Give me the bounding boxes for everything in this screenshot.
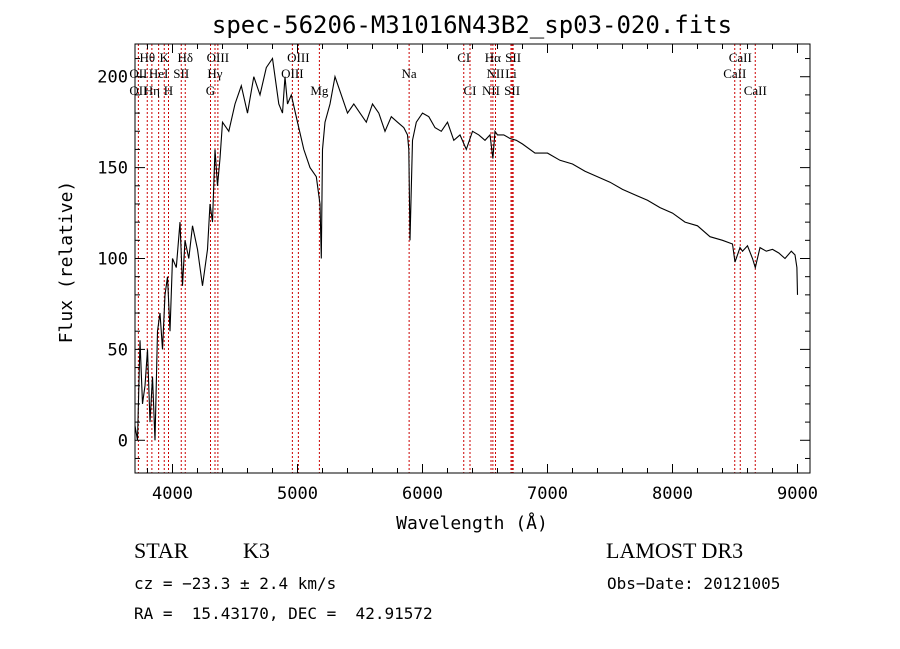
line-marker-label: Hα	[485, 50, 501, 65]
coordinates: RA = 15.43170, DEC = 42.91572	[134, 604, 433, 623]
line-marker-label: CaII	[744, 83, 767, 98]
x-tick-label: 9000	[777, 484, 818, 504]
y-tick-label: 100	[97, 250, 128, 270]
object-subclass: K3	[243, 538, 270, 563]
line-marker-label: OII	[129, 66, 147, 81]
line-marker-label: Li	[505, 66, 517, 81]
line-marker-label: SII	[505, 50, 521, 65]
y-axis: 0 50 100 150 200	[97, 58, 810, 459]
y-axis-label: Flux (relative)	[56, 181, 77, 344]
x-axis: 4000 5000 6000 7000 8000 9000	[147, 44, 818, 504]
line-marker-label: H	[164, 83, 173, 98]
line-marker-label: CaII	[729, 50, 752, 65]
x-tick-label: 6000	[402, 484, 443, 504]
line-marker-label: OIII	[281, 66, 303, 81]
x-tick-label: 4000	[152, 484, 193, 504]
line-marker-label: OIII	[207, 50, 229, 65]
line-marker-label: CI	[457, 50, 470, 65]
chart-title: spec-56206-M31016N43B2_sp03-020.fits	[212, 11, 732, 39]
survey-name: LAMOST DR3	[606, 538, 744, 563]
y-tick-label: 200	[97, 68, 128, 88]
line-marker-label: Na	[402, 66, 417, 81]
line-marker-label: Hθ	[139, 50, 155, 65]
line-marker-label: Hη	[144, 83, 160, 98]
line-marker-label: SII	[504, 83, 520, 98]
redshift-text: cz = −23.3 ± 2.4 km/s	[134, 574, 337, 593]
line-marker-label: CI	[464, 83, 477, 98]
line-marker-layer	[137, 44, 756, 473]
y-tick-label: 50	[108, 340, 128, 360]
x-tick-label: 5000	[277, 484, 318, 504]
y-tick-label: 0	[118, 431, 128, 451]
line-marker-label: K	[160, 50, 170, 65]
y-tick-label: 150	[97, 159, 128, 179]
line-marker-label: Hδ	[177, 50, 193, 65]
line-marker-label: NII	[482, 83, 500, 98]
line-marker-label: Hγ	[207, 66, 222, 81]
line-marker-label: CaII	[723, 66, 746, 81]
line-marker-label: SII	[173, 66, 189, 81]
line-marker-label: OIII	[287, 50, 309, 65]
line-marker-label: HeI	[149, 66, 169, 81]
obs-date: Obs−Date: 20121005	[607, 574, 781, 593]
line-marker-label: G	[206, 83, 215, 98]
x-axis-label: Wavelength (Å)	[396, 512, 548, 534]
x-tick-label: 7000	[527, 484, 568, 504]
plot-frame	[134, 43, 811, 474]
object-class: STAR	[134, 538, 189, 563]
line-marker-label: OII	[129, 83, 147, 98]
line-marker-label: Mg	[310, 83, 329, 98]
x-tick-label: 8000	[652, 484, 693, 504]
spectrum-line	[134, 57, 799, 441]
line-marker-label: NII	[486, 66, 504, 81]
